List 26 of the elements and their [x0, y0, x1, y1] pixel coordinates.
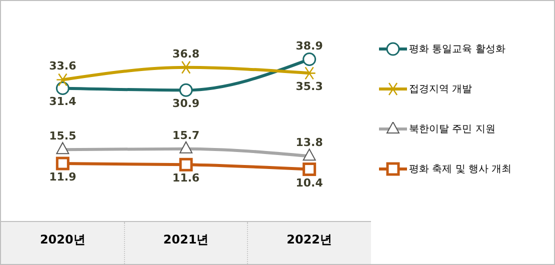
point	[56, 73, 70, 86]
x-tick-label: 2020년	[40, 232, 86, 247]
data-label: 31.4	[49, 95, 77, 108]
point	[56, 156, 70, 170]
legend-label: 접경지역 개발	[409, 83, 472, 96]
point	[302, 66, 316, 80]
legend-label: 평화 통일교육 활성화	[409, 43, 506, 56]
data-label: 11.6	[172, 172, 200, 185]
data-label: 30.9	[172, 97, 200, 110]
data-label: 11.9	[49, 170, 76, 184]
point	[302, 162, 316, 176]
point	[179, 158, 193, 172]
data-label: 35.3	[296, 80, 323, 94]
point	[302, 52, 316, 66]
legend-label: 평화 축제 및 행사 개최	[409, 163, 512, 176]
legend-label: 북한이탈 주민 지원	[409, 123, 496, 136]
data-label: 13.8	[296, 136, 323, 150]
data-label: 10.4	[296, 176, 324, 190]
point	[179, 83, 193, 97]
x-tick-label: 2022년	[286, 232, 332, 247]
data-label: 15.7	[172, 128, 200, 142]
x-tick-label: 2021년	[163, 232, 209, 247]
data-label: 38.9	[296, 39, 323, 52]
data-label: 36.8	[172, 47, 200, 60]
data-label: 33.6	[49, 60, 77, 73]
data-label: 15.5	[49, 130, 76, 143]
